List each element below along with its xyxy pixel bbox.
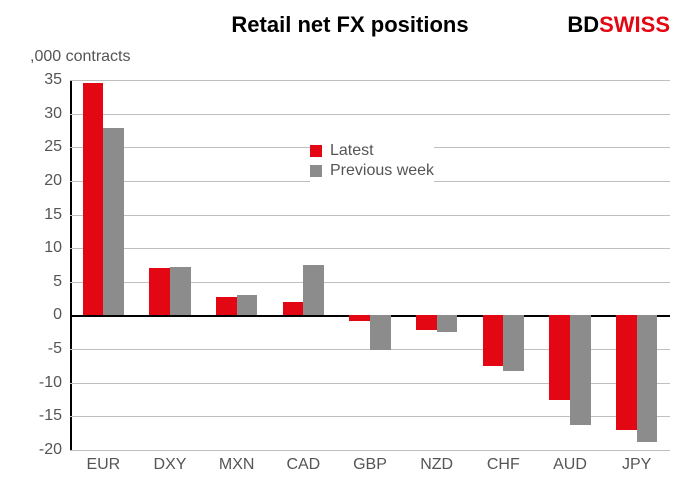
y-tick-label: 25: [22, 138, 62, 156]
y-tick-label: -20: [22, 441, 62, 459]
bar: [149, 268, 170, 315]
category-label: AUD: [537, 456, 604, 474]
category-label: EUR: [70, 456, 137, 474]
logo-swiss: SWISS: [599, 12, 670, 37]
bar: [483, 315, 504, 365]
category-label: GBP: [337, 456, 404, 474]
bar: [437, 315, 458, 332]
legend-label: Previous week: [330, 162, 434, 180]
bar: [637, 315, 658, 441]
legend-swatch: [310, 165, 322, 177]
category-label: JPY: [603, 456, 670, 474]
chart-container: { "title": { "text": "Retail net FX posi…: [0, 0, 700, 500]
legend-item: Latest: [310, 142, 434, 160]
grid-line: [70, 450, 670, 451]
bar: [616, 315, 637, 429]
y-tick-label: 35: [22, 71, 62, 89]
plot-area: -20-15-10-505101520253035EURDXYMXNCADGBP…: [70, 80, 670, 450]
category-label: CAD: [270, 456, 337, 474]
bar: [549, 315, 570, 399]
y-tick-label: -5: [22, 340, 62, 358]
bar: [237, 295, 258, 315]
legend-label: Latest: [330, 142, 374, 160]
bar: [216, 297, 237, 316]
category-label: CHF: [470, 456, 537, 474]
bar: [416, 315, 437, 330]
bar: [303, 265, 324, 315]
grid-line: [70, 215, 670, 216]
bar: [170, 267, 191, 315]
bar: [83, 83, 104, 315]
y-tick-label: 10: [22, 239, 62, 257]
y-tick-label: 5: [22, 273, 62, 291]
grid-line: [70, 80, 670, 81]
category-label: DXY: [137, 456, 204, 474]
y-tick-label: -15: [22, 407, 62, 425]
legend-item: Previous week: [310, 162, 434, 180]
bar: [370, 315, 391, 350]
legend: Latest Previous week: [310, 140, 434, 182]
bar: [570, 315, 591, 425]
brand-logo: BDSWISS: [567, 12, 670, 38]
y-tick-label: 30: [22, 105, 62, 123]
grid-line: [70, 114, 670, 115]
category-label: MXN: [203, 456, 270, 474]
y-tick-label: 0: [22, 306, 62, 324]
bar: [103, 128, 124, 315]
category-label: NZD: [403, 456, 470, 474]
y-axis-line: [70, 80, 72, 450]
logo-bd: BD: [567, 12, 599, 37]
y-tick-label: -10: [22, 374, 62, 392]
bar: [503, 315, 524, 370]
bar: [349, 315, 370, 320]
grid-line: [70, 248, 670, 249]
y-axis-label: ,000 contracts: [30, 48, 131, 66]
y-tick-label: 15: [22, 206, 62, 224]
y-tick-label: 20: [22, 172, 62, 190]
legend-swatch: [310, 145, 322, 157]
bar: [283, 302, 304, 315]
